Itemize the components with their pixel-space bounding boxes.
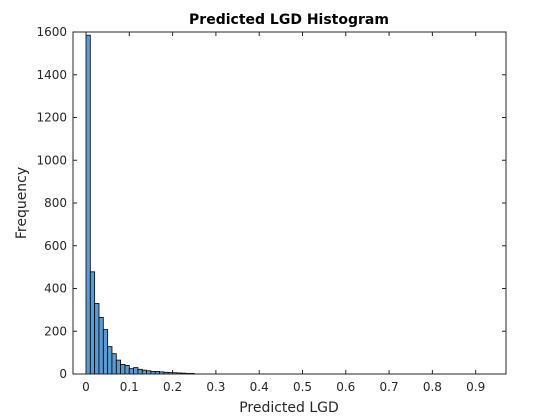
x-tick-label: 0.2 (163, 380, 182, 394)
histogram-bar (124, 365, 130, 375)
bars-group (85, 34, 195, 375)
histogram-bar (128, 368, 135, 375)
y-tick-label: 0 (59, 367, 67, 381)
histogram-bar (94, 303, 100, 375)
x-axis-label: Predicted LGD (239, 400, 339, 416)
histogram-bar (120, 363, 126, 375)
y-tick-label: 1600 (36, 25, 67, 39)
histogram-bar (141, 369, 148, 375)
x-tick-label: 0.5 (293, 380, 312, 394)
histogram-bar (111, 353, 117, 375)
chart-title: Predicted LGD Histogram (189, 12, 389, 28)
x-tick-label: 0.6 (336, 380, 355, 394)
histogram-bar (98, 316, 104, 375)
y-tick-label: 1400 (36, 68, 67, 82)
histogram-bar (89, 271, 96, 375)
y-ticks-group: 0 200 400 600 800 1000 1200 1400 1600 (36, 25, 506, 381)
x-tick-label: 0.8 (423, 380, 442, 394)
x-tick-label: 0.7 (380, 380, 399, 394)
x-tick-label: 0.3 (206, 380, 225, 394)
y-tick-label: 1000 (36, 153, 67, 167)
axes-box (72, 31, 507, 375)
x-tick-label: 0.9 (466, 380, 485, 394)
x-ticks-group: 0 0.1 0.2 0.3 0.4 0.5 0.6 0.7 0.8 0.9 (82, 32, 485, 394)
histogram-bar (102, 329, 109, 375)
y-tick-label: 200 (44, 324, 67, 338)
y-tick-label: 600 (44, 239, 67, 253)
x-tick-label: 0.1 (120, 380, 139, 394)
y-tick-label: 800 (44, 196, 67, 210)
y-tick-label: 1200 (36, 111, 67, 125)
histogram-bar (107, 346, 113, 375)
histogram-bar (115, 359, 122, 375)
y-tick-label: 400 (44, 282, 67, 296)
histogram-bar (85, 34, 91, 375)
y-axis-label: Frequency (14, 167, 30, 239)
x-tick-label: 0 (82, 380, 90, 394)
histogram-bar (137, 368, 143, 375)
histogram-bar (133, 367, 139, 375)
x-tick-label: 0.4 (250, 380, 269, 394)
